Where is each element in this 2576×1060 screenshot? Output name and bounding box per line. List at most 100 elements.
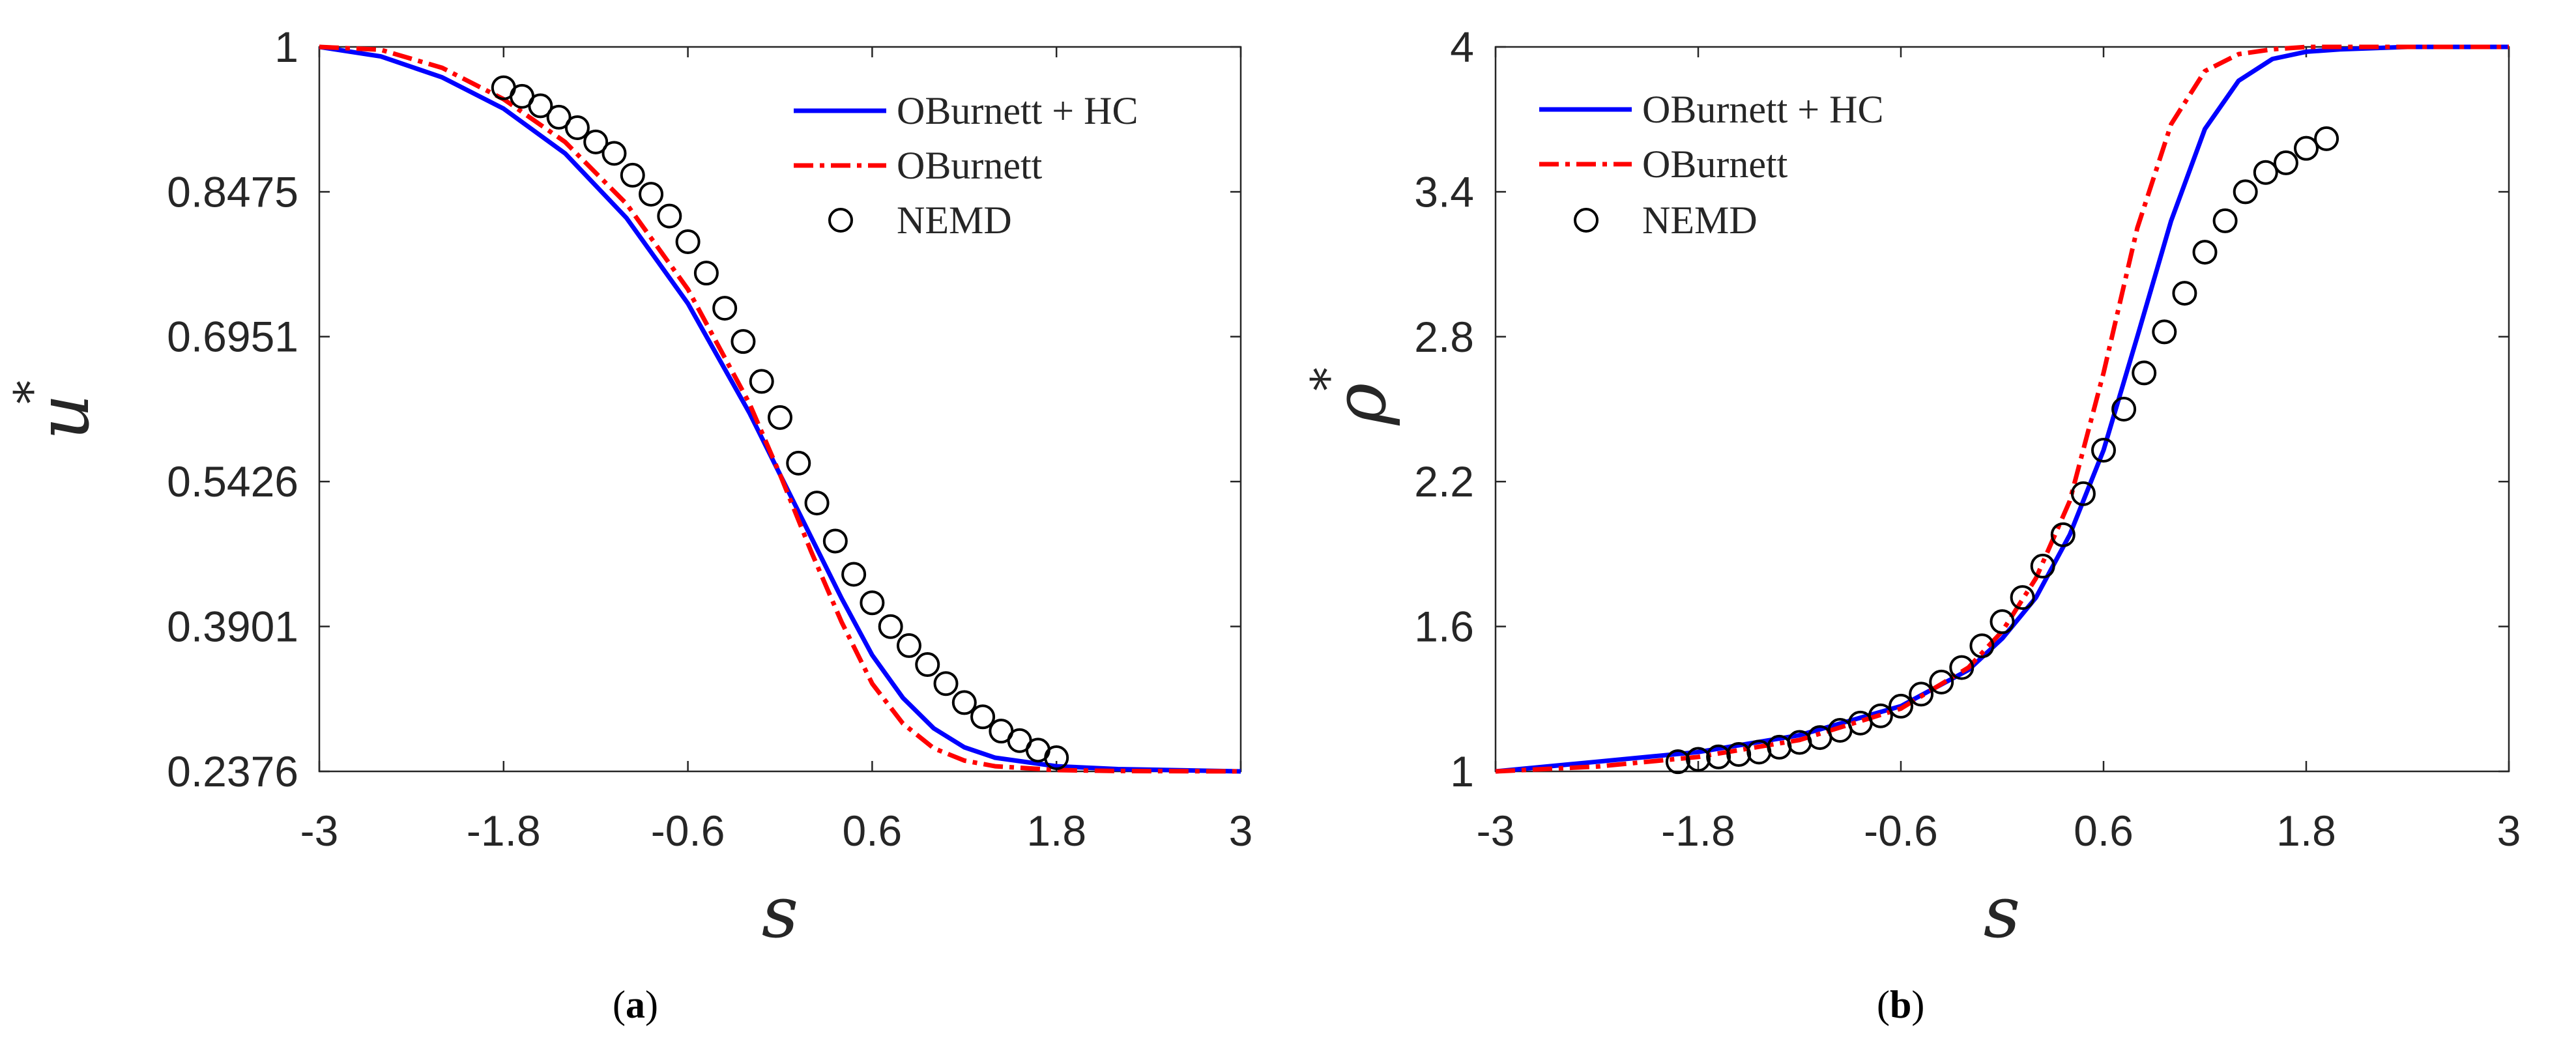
data-point-nemd	[693, 261, 719, 286]
y-tick-label: 2.2	[1414, 457, 1474, 506]
data-point-nemd	[1990, 609, 2015, 635]
data-point-nemd	[2314, 126, 2339, 151]
x-tick-labels-b: -3 -1.8 -0.6 0.6 1.8 3	[1477, 807, 2521, 855]
y-tick-labels-b: 4 3.4 2.8 2.2 1.6 1	[1414, 23, 1474, 795]
y-tick-label: 1.6	[1414, 603, 1474, 651]
y-axis-label-b: ρ *	[1301, 367, 1402, 425]
data-point-nemd	[1706, 744, 1731, 769]
legend-label-oburnett: OBurnett	[1642, 143, 1788, 186]
x-tick-label: 0.6	[2074, 807, 2134, 855]
data-point-nemd	[1726, 742, 1752, 767]
data-point-nemd	[2050, 522, 2076, 547]
data-point-nemd	[620, 162, 645, 188]
caption-letter: b	[1890, 983, 1911, 1026]
y-tick-label: 3.4	[1414, 167, 1474, 216]
data-point-nemd	[860, 590, 885, 616]
data-point-nemd	[731, 329, 756, 354]
y-tick-label: 0.2376	[167, 747, 298, 795]
data-point-nemd	[1889, 693, 1913, 719]
data-point-nemd	[2294, 136, 2319, 161]
legend-b: OBurnett + HC OBurnett NEMD	[1539, 88, 1884, 242]
data-point-nemd	[2273, 150, 2298, 175]
y-axis-label-base: u	[22, 394, 105, 440]
data-point-nemd	[639, 182, 664, 207]
caption-a: (a)	[613, 983, 658, 1026]
caption-open: (	[1877, 983, 1890, 1026]
x-axis-label-a: s	[762, 870, 798, 954]
data-point-nemd	[1969, 633, 1995, 659]
x-tick-label: 1.8	[1026, 807, 1086, 855]
legend-label-nemd: NEMD	[897, 199, 1012, 242]
legend-label-nemd: NEMD	[1642, 199, 1758, 242]
y-tick-label: 0.5426	[167, 457, 298, 506]
y-tick-label: 1	[1450, 747, 1474, 795]
x-tick-label: 3	[2497, 807, 2521, 855]
series-line-oburnett-hc	[1495, 44, 2509, 774]
data-point-nemd	[822, 528, 848, 554]
data-point-nemd	[2212, 208, 2238, 233]
panel-b: -3 -1.8 -0.6 0.6 1.8 3 4 3.4 2.8 2.2 1.6…	[1301, 23, 2521, 1026]
panel-a: -3 -1.8 -0.6 0.6 1.8 3 1 0.8475 0.6951 0…	[4, 23, 1252, 1026]
legend-label-oburnett: OBurnett	[897, 144, 1043, 187]
legend-label-hc: OBurnett + HC	[897, 89, 1138, 132]
x-axis-label-b: s	[1984, 870, 2020, 954]
y-tick-label: 0.8475	[167, 167, 298, 216]
caption-letter: a	[626, 983, 645, 1026]
data-point-nemd	[1044, 745, 1069, 770]
series-line-oburnett-hc	[319, 44, 1241, 774]
series-layer-b	[1495, 44, 2509, 775]
data-point-nemd	[2030, 553, 2055, 579]
y-tick-label: 1	[274, 23, 298, 71]
data-point-nemd	[951, 690, 977, 715]
data-point-nemd	[564, 115, 590, 140]
data-point-nemd	[768, 405, 792, 430]
y-tick-labels-a: 1 0.8475 0.6951 0.5426 0.3901 0.2376	[167, 23, 298, 795]
caption-b: (b)	[1877, 983, 1924, 1026]
data-point-nemd	[1868, 703, 1893, 728]
data-point-nemd	[2010, 585, 2035, 610]
data-point-nemd	[970, 704, 996, 730]
data-point-nemd	[583, 129, 609, 154]
data-point-nemd	[1746, 739, 1772, 765]
data-point-nemd	[1665, 749, 1690, 775]
axis-ticks-a	[318, 46, 1242, 773]
data-point-nemd	[675, 229, 701, 255]
data-point-nemd	[749, 369, 774, 394]
x-tick-label: -3	[1477, 807, 1515, 855]
data-point-nemd	[712, 296, 738, 321]
x-tick-label: -3	[300, 807, 339, 855]
data-point-nemd	[2152, 319, 2177, 345]
data-point-nemd	[896, 633, 921, 658]
caption-close: )	[645, 983, 658, 1026]
data-point-nemd	[1686, 747, 1711, 772]
y-tick-label: 0.6951	[167, 313, 298, 361]
x-tick-label: -1.8	[467, 807, 541, 855]
x-tick-label: -1.8	[1661, 807, 1735, 855]
data-point-nemd	[1949, 655, 1975, 680]
plot-frame-a	[318, 46, 1242, 773]
data-point-nemd	[841, 562, 867, 587]
data-point-nemd	[1929, 669, 1954, 695]
legend-a: OBurnett + HC OBurnett NEMD	[794, 89, 1138, 242]
caption-open: (	[613, 983, 626, 1026]
plot-frame-b	[1494, 46, 2510, 773]
data-point-nemd	[657, 203, 682, 229]
series-layer-a	[319, 44, 1241, 774]
x-tick-label: 1.8	[2276, 807, 2336, 855]
data-point-nemd	[878, 614, 903, 639]
data-point-nemd	[2172, 281, 2197, 306]
y-tick-label: 0.3901	[167, 603, 298, 651]
data-point-nemd	[2111, 397, 2137, 422]
x-tick-label: -0.6	[651, 807, 725, 855]
y-tick-label: 2.8	[1414, 313, 1474, 361]
x-tick-label: 0.6	[843, 807, 903, 855]
x-tick-label: -0.6	[1864, 807, 1938, 855]
data-point-nemd	[786, 450, 811, 476]
y-axis-label-sup: *	[1301, 367, 1355, 391]
y-tick-label: 4	[1450, 23, 1474, 71]
legend-label-hc: OBurnett + HC	[1642, 88, 1884, 131]
data-point-nemd	[528, 93, 553, 119]
data-point-nemd	[1909, 681, 1934, 707]
y-axis-label-a: u *	[4, 380, 105, 440]
